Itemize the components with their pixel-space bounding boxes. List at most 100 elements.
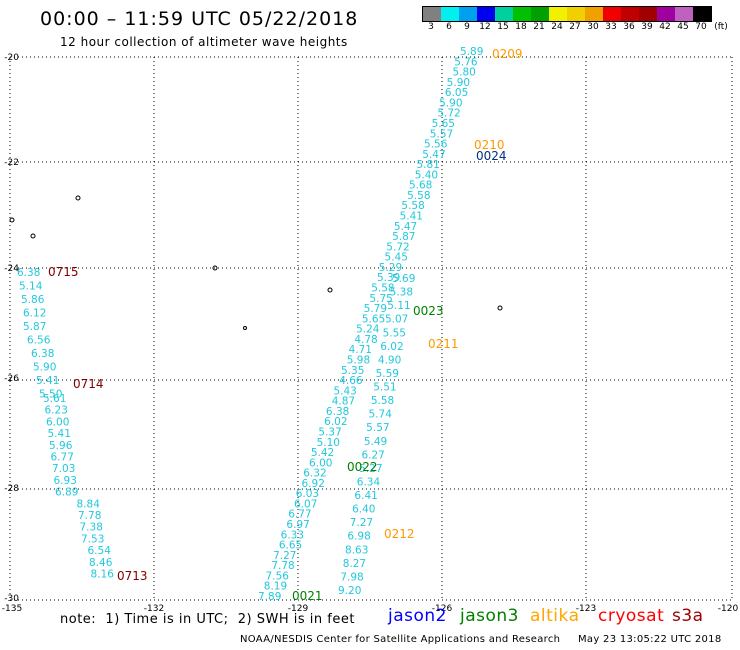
legend-altika: altika — [530, 606, 580, 626]
x-tick-label: -120 — [718, 604, 739, 614]
wave-height-value: 6.05 — [445, 87, 468, 99]
x-tick-label: -126 — [432, 604, 453, 614]
color-scale-label: 15 — [497, 22, 509, 32]
color-swatch — [477, 7, 495, 21]
y-tick-label: -20 — [4, 53, 19, 63]
color-swatch — [657, 7, 675, 21]
wave-height-value: 5.86 — [21, 294, 45, 306]
footer-note: note: 1) Time is in UTC; 2) SWH is in fe… — [60, 612, 355, 627]
color-scale-label: 18 — [515, 22, 527, 32]
islands — [9, 195, 503, 330]
credit-line: NOAA/NESDIS Center for Satellite Applica… — [240, 634, 561, 645]
color-scale-label: 39 — [641, 22, 653, 32]
island — [30, 233, 36, 239]
wave-height-value: 5.47 — [394, 221, 417, 233]
wave-height-value: 6.07 — [294, 498, 317, 510]
color-scale-label: 42 — [659, 22, 671, 32]
wave-height-value: 6.34 — [357, 476, 381, 488]
wave-height-value: 5.27 — [359, 463, 382, 475]
wave-height-value: 5.11 — [387, 300, 410, 312]
wave-height-value: 5.58 — [371, 283, 394, 295]
island — [9, 217, 15, 223]
wave-height-value: 5.68 — [409, 180, 432, 192]
color-scale-label: (ft) — [714, 22, 728, 32]
color-swatch — [639, 7, 657, 21]
wave-height-value: 5.29 — [379, 262, 402, 274]
wave-height-value: 5.14 — [19, 281, 43, 293]
wave-height-value: 7.98 — [340, 571, 363, 583]
island — [497, 305, 503, 311]
color-swatch — [459, 7, 477, 21]
color-scale-label: 12 — [479, 22, 491, 32]
wave-height-value: 5.76 — [454, 56, 478, 68]
wave-height-value: 6.41 — [354, 490, 377, 502]
wave-height-value: 5.51 — [373, 382, 396, 394]
y-tick-label: -28 — [4, 484, 19, 494]
wave-height-value: 6.77 — [288, 509, 311, 521]
legend-jason2: jason2 — [388, 606, 447, 626]
wave-height-value: 6.00 — [309, 457, 332, 469]
wave-height-value: 5.87 — [392, 231, 415, 243]
page-title: 00:00 – 11:59 UTC 05/22/2018 — [40, 8, 359, 30]
wave-height-value: 4.90 — [378, 354, 401, 366]
wave-height-value: 5.49 — [364, 436, 387, 448]
y-tick-label: -24 — [4, 264, 19, 274]
wave-height-value: 8.84 — [77, 498, 101, 510]
wave-height-value: 7.78 — [78, 510, 101, 522]
wave-height-value: 4.87 — [332, 396, 355, 408]
wave-height-value: 6.38 — [17, 267, 40, 279]
wave-height-value: 6.92 — [302, 478, 325, 490]
wave-height-value: 8.63 — [345, 544, 368, 556]
wave-height-value: 5.07 — [385, 314, 408, 326]
color-scale-label: 24 — [551, 22, 563, 32]
wave-height-value: 5.57 — [430, 128, 453, 140]
wave-height-value: 8.19 — [264, 581, 287, 593]
wave-height-value: 6.32 — [303, 468, 326, 480]
pass-label: 0715 — [48, 265, 79, 279]
wave-height-value: 5.24 — [356, 324, 380, 336]
wave-height-value: 5.74 — [369, 409, 393, 421]
wave-height-value: 5.57 — [366, 422, 389, 434]
color-swatch — [441, 7, 459, 21]
wave-height-value: 6.23 — [45, 405, 68, 417]
wave-height-value: 4.78 — [354, 334, 377, 346]
color-scale-label: 33 — [605, 22, 617, 32]
wave-height-value: 6.77 — [51, 452, 74, 464]
wave-height-value: 7.27 — [350, 517, 373, 529]
wave-height-labels: 6.385.145.866.125.876.566.385.905.415.50… — [17, 46, 483, 603]
legend-cryosat: cryosat — [598, 606, 665, 626]
wave-height-value: 5.72 — [437, 108, 460, 120]
color-swatch — [495, 7, 513, 21]
wave-height-value: 5.47 — [422, 149, 445, 161]
wave-height-value: 4.66 — [339, 375, 363, 387]
wave-height-value: 7.38 — [80, 522, 103, 534]
wave-height-value: 6.40 — [352, 504, 375, 516]
wave-height-value: 5.59 — [376, 368, 399, 380]
wave-height-value: 6.89 — [55, 487, 78, 499]
generated-timestamp: May 23 13:05:22 UTC 2018 — [578, 634, 722, 645]
wave-height-value: 6.02 — [380, 341, 403, 353]
pass-label: 0023 — [413, 304, 444, 318]
wave-height-value: 5.40 — [415, 169, 438, 181]
wave-height-value: 6.38 — [31, 348, 54, 360]
wave-height-value: 5.89 — [460, 46, 483, 58]
wave-height-value: 5.50 — [39, 389, 62, 401]
wave-height-value: 8.16 — [91, 569, 115, 581]
color-swatch — [603, 7, 621, 21]
pass-label: 0212 — [384, 527, 415, 541]
wave-height-value: 5.38 — [390, 287, 413, 299]
wave-height-value: 5.42 — [311, 447, 334, 459]
color-swatch — [549, 7, 567, 21]
island — [243, 326, 247, 330]
pass-label: 0022 — [347, 460, 378, 474]
wave-height-value: 5.39 — [377, 272, 400, 284]
color-swatch — [513, 7, 531, 21]
wave-height-value: 5.41 — [48, 428, 71, 440]
wave-height-value: 4.71 — [349, 344, 372, 356]
wave-height-value: 6.93 — [54, 475, 77, 487]
wave-height-value: 5.43 — [333, 385, 356, 397]
pass-label: 0714 — [73, 377, 104, 391]
y-tick-label: -26 — [4, 374, 19, 384]
color-scale-label: 6 — [446, 22, 452, 32]
color-swatch — [531, 7, 549, 21]
